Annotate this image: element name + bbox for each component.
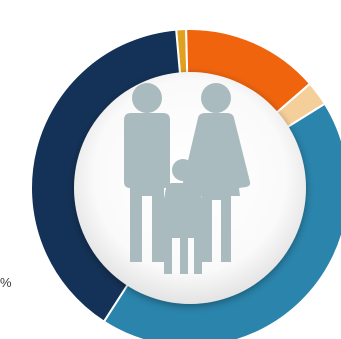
family-icon [124, 83, 251, 274]
edge-label-fragment: % [0, 275, 12, 290]
